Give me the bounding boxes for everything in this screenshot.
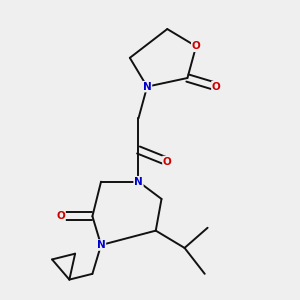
Text: O: O	[163, 157, 172, 166]
Text: N: N	[134, 177, 143, 187]
Text: O: O	[212, 82, 220, 92]
Text: O: O	[192, 41, 200, 51]
Text: O: O	[56, 211, 65, 221]
Text: N: N	[97, 240, 105, 250]
Text: N: N	[143, 82, 152, 92]
